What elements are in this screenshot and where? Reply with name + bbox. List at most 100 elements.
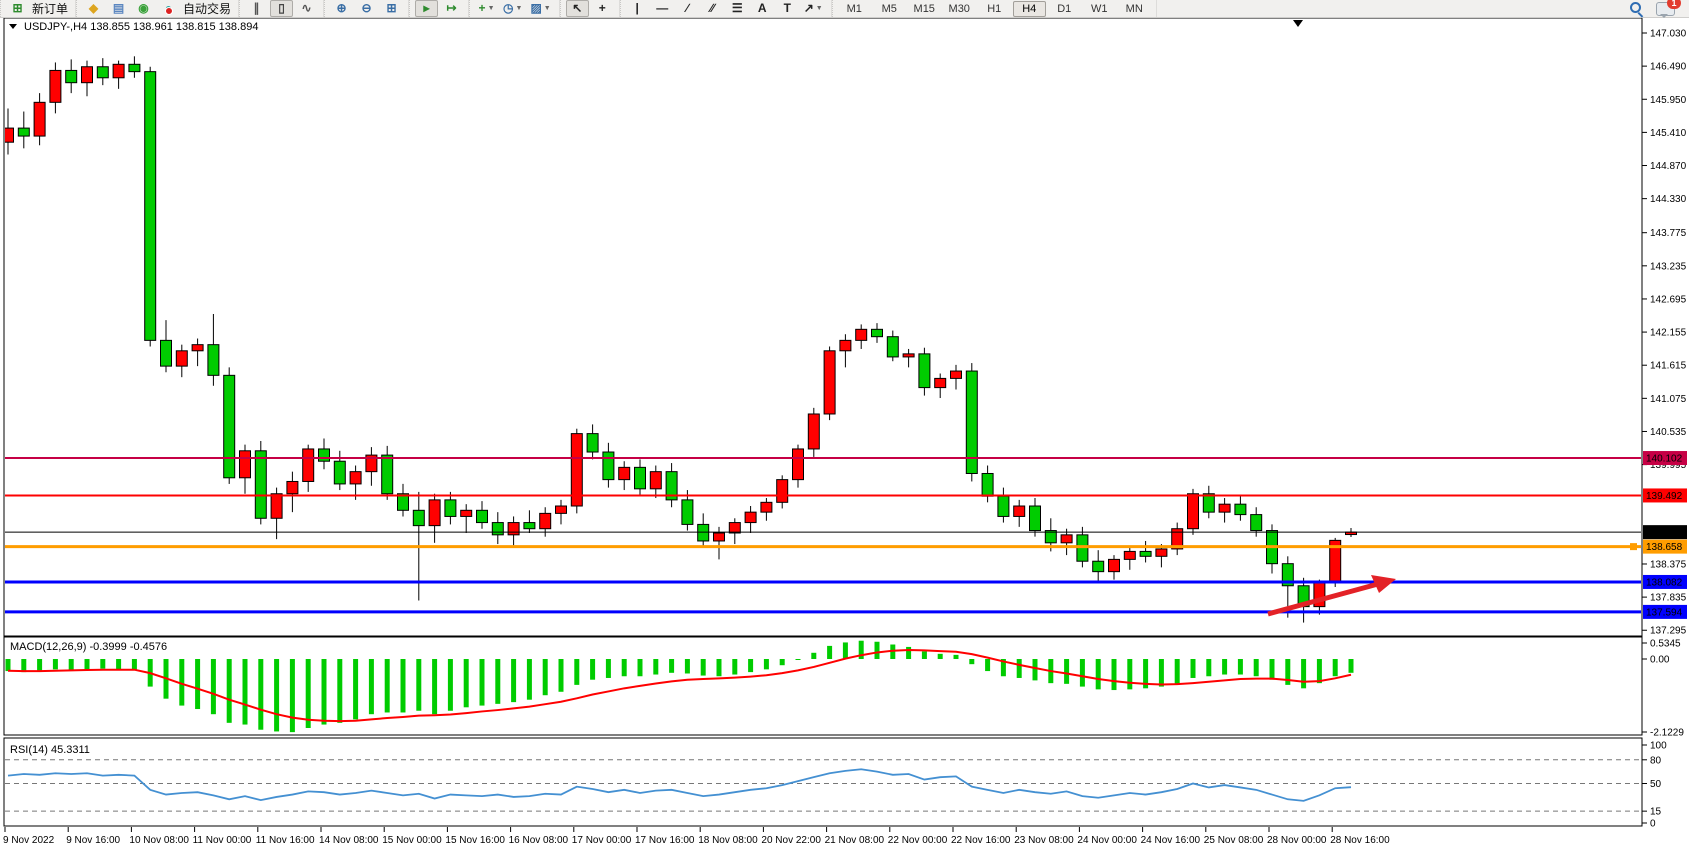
macd-histogram-bar (953, 654, 959, 659)
vertical-line-button[interactable]: | (626, 0, 649, 17)
price-tick-label: 142.155 (1650, 328, 1687, 339)
price-tick-label: 138.375 (1650, 559, 1687, 570)
timeframe-M30[interactable]: M30 (948, 2, 970, 15)
price-badge: 138.082 (1643, 574, 1687, 589)
horizontal-line-button[interactable]: — (651, 0, 674, 17)
templates-button[interactable]: ▨ ▼ (527, 0, 553, 17)
autotrading-globe-button[interactable]: ● (157, 0, 180, 17)
candle (902, 348, 915, 368)
tile-windows-button[interactable]: ⊞ (380, 0, 403, 17)
timeframe-D1[interactable]: D1 (1057, 2, 1072, 15)
macd-histogram-bar (937, 653, 943, 659)
candle (697, 513, 710, 548)
candle (223, 367, 236, 484)
svg-text:139.492: 139.492 (1646, 491, 1683, 502)
macd-pane[interactable] (3, 636, 1643, 736)
timeframe-H4[interactable]: H4 (1012, 0, 1046, 17)
time-axis-label: 24 Nov 00:00 (1077, 835, 1137, 846)
macd-histogram-bar (874, 641, 880, 659)
candle (1108, 555, 1120, 580)
signals-button[interactable]: ◉ (132, 0, 155, 17)
toolbar-right: 1 (1629, 0, 1689, 18)
rsi-tick-label: 80 (1650, 755, 1662, 766)
time-axis[interactable]: 9 Nov 2022 9 Nov 16:00 10 Nov 08:00 11 Nov … (3, 827, 1390, 846)
chart-shift-button[interactable]: ↦ (440, 0, 463, 17)
macd-histogram-bar (131, 659, 137, 671)
rsi-line (7, 768, 1352, 802)
indicators-button[interactable]: + ▼ (475, 0, 498, 17)
fibonacci-icon: ☰ (731, 1, 743, 15)
trendline-button[interactable]: ∕ (676, 0, 699, 17)
notification-badge: 1 (1667, 0, 1681, 9)
channel-button[interactable]: ∕∕ (701, 0, 724, 17)
trend-arrow-annotation[interactable] (1267, 575, 1396, 617)
macd-histogram-bar (384, 659, 390, 713)
candle (302, 444, 315, 492)
chart-dropdown-icon[interactable] (9, 24, 17, 29)
macd-histogram-bar (1190, 659, 1196, 678)
candle (239, 444, 251, 494)
auto-scroll-button[interactable]: ▸ (415, 0, 439, 17)
timeframe-MN[interactable]: MN (1125, 2, 1143, 15)
macd-histogram-bar (210, 659, 216, 715)
zoom-out-button[interactable]: ⊖ (355, 0, 378, 17)
price-tick-label: 137.295 (1650, 626, 1687, 637)
macd-histogram-bar (416, 659, 422, 711)
candle (792, 444, 804, 488)
candle (602, 442, 615, 488)
price-tick-label: 143.775 (1650, 228, 1687, 239)
macd-histogram-bar (1253, 659, 1259, 677)
time-axis-label: 28 Nov 16:00 (1330, 835, 1390, 846)
time-axis-label: 20 Nov 22:00 (761, 835, 821, 846)
macd-histogram-bar (258, 659, 264, 730)
toolbar-group: ⊕ ⊖ ⊞ (324, 0, 410, 17)
hline-endpoint-marker[interactable] (1630, 543, 1637, 551)
macd-histogram-bar (574, 659, 580, 685)
label-button[interactable]: T (776, 0, 799, 17)
time-axis-label: 15 Nov 00:00 (382, 835, 442, 846)
macd-histogram-bar (748, 659, 754, 673)
macd-histogram-bar (890, 644, 896, 659)
macd-histogram-bar (195, 659, 201, 710)
periods-button[interactable]: ◷ ▼ (500, 0, 525, 17)
candle (823, 346, 836, 421)
text-button[interactable]: A (751, 0, 774, 17)
macd-layer (5, 640, 1354, 733)
search-icon[interactable] (1629, 1, 1644, 16)
time-axis-label: 9 Nov 2022 (3, 835, 55, 846)
timeframe-W1[interactable]: W1 (1090, 2, 1108, 15)
candle (950, 364, 962, 390)
fibonacci-button[interactable]: ☰ (726, 0, 749, 17)
macd-histogram-bar (1079, 659, 1085, 687)
gold-cube-icon: ◆ (88, 1, 99, 15)
timeframe-H1[interactable]: H1 (987, 2, 1002, 15)
candle (381, 445, 394, 500)
chart-shift-marker[interactable] (1293, 20, 1303, 27)
rsi-pane[interactable] (3, 737, 1643, 827)
notifications-icon[interactable]: 1 (1656, 0, 1681, 18)
arrows-button[interactable]: ↗ ▼ (801, 0, 826, 17)
timeframe-M5[interactable]: M5 (881, 2, 897, 15)
candle (286, 471, 299, 513)
main-chart-pane[interactable] (3, 17, 1643, 637)
zoom-in-button[interactable]: ⊕ (330, 0, 353, 17)
bar-chart-button[interactable]: ∥ (245, 0, 268, 17)
candle (649, 465, 662, 499)
candle (81, 60, 93, 97)
market-watch-button[interactable]: ▤ (107, 0, 130, 17)
crosshair-button[interactable]: + (591, 0, 614, 17)
macd-tick-label: 0.00 (1650, 655, 1670, 666)
macd-histogram-bar (542, 659, 548, 696)
templates-icon: ▨ (530, 1, 542, 15)
timeframe-M15[interactable]: M15 (913, 2, 935, 15)
price-badge: 138.894 (1643, 525, 1687, 540)
timeframe-M1[interactable]: M1 (846, 2, 862, 15)
gold-cube-button[interactable]: ◆ (82, 0, 105, 17)
price-axis[interactable]: 147.030 146.490 145.950 145.410 144.870 144.3… (1642, 29, 1687, 830)
cursor-button[interactable]: ↖ (565, 0, 589, 17)
candlestick-button[interactable]: ▯ (270, 0, 294, 17)
chart-shift-icon: ↦ (446, 1, 457, 15)
line-chart-button[interactable]: ∿ (295, 0, 318, 17)
new-order-button[interactable]: ⊞ (6, 0, 29, 17)
